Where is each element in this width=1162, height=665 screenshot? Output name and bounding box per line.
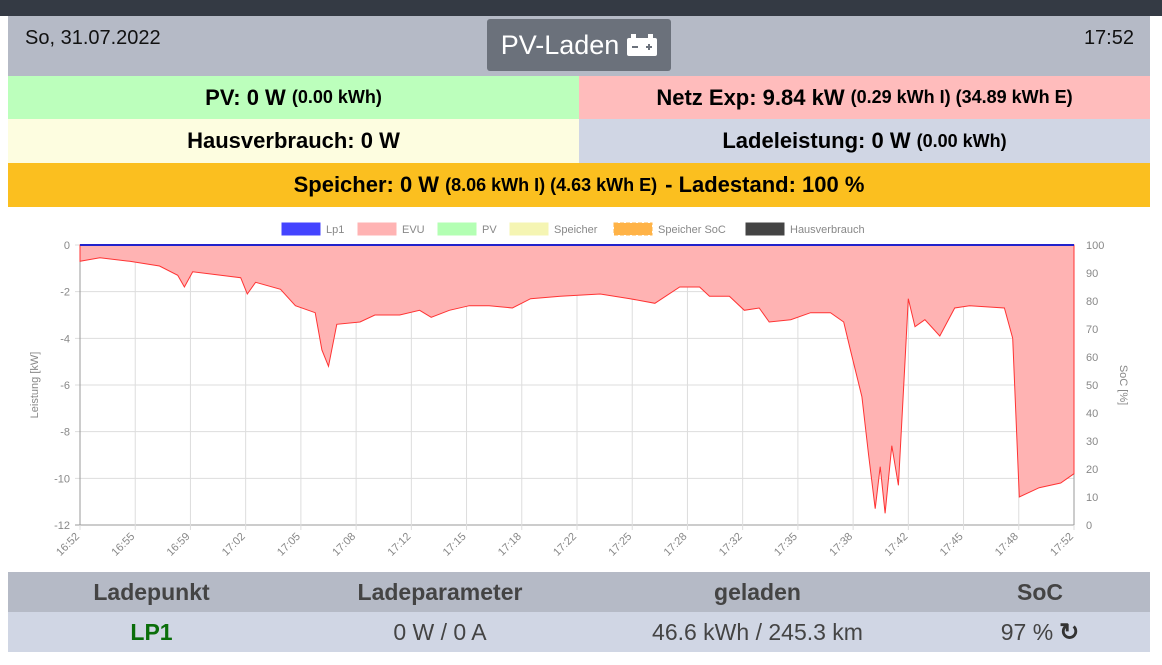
storage-status: Speicher: 0 W (8.06 kWh I) (4.63 kWh E) - … (8, 163, 1150, 207)
car-battery-icon (627, 34, 658, 56)
legend-label: Hausverbrauch (790, 224, 865, 236)
table-header: Ladepunkt Ladeparameter geladen SoC (8, 572, 1150, 612)
legend-label: Speicher SoC (658, 224, 726, 236)
x-tick-label: 17:42 (883, 531, 911, 559)
pv-status: PV: 0 W (0.00 kWh) (8, 76, 579, 119)
evu-series (79, 244, 1075, 514)
legend-swatch (281, 222, 321, 236)
y2-tick-label: 20 (1086, 464, 1098, 476)
charge-mode-button[interactable]: PV-Laden (487, 19, 671, 71)
legend-swatch (509, 222, 549, 236)
date: So, 31.07.2022 (25, 27, 161, 49)
legend-label: PV (482, 224, 497, 236)
x-tick-label: 17:12 (386, 531, 414, 559)
y-tick-label: -4 (60, 333, 70, 345)
y-tick-label: 0 (64, 240, 70, 252)
y2-tick-label: 90 (1086, 268, 1098, 280)
legend-swatch (613, 222, 653, 236)
y-tick-label: -10 (54, 473, 70, 485)
charge-energy: (0.00 kWh) (916, 130, 1007, 151)
x-tick-label: 17:28 (662, 531, 690, 559)
storage-energy: (8.06 kWh I) (4.63 kWh E) (445, 174, 658, 195)
y2-tick-label: 10 (1086, 492, 1098, 504)
top-bar (0, 0, 1162, 16)
y-tick-label: -2 (60, 287, 70, 299)
x-tick-label: 17:48 (993, 531, 1021, 559)
y2-tick-label: 0 (1086, 520, 1092, 532)
grid-energy: (0.29 kWh I) (34.89 kWh E) (850, 87, 1073, 107)
x-tick-label: 17:15 (441, 531, 469, 559)
grid-status: Netz Exp: 9.84 kW (0.29 kWh I) (34.89 kWh… (579, 76, 1150, 119)
col-geladen: geladen (714, 578, 801, 605)
legend-swatch (437, 222, 477, 236)
time: 17:52 (1083, 27, 1134, 49)
storage-soc: - Ladestand: 100 % (665, 172, 865, 197)
legend-swatch (357, 222, 397, 236)
lp-charged: 46.6 kWh / 245.3 km (652, 618, 863, 645)
x-tick-label: 17:38 (827, 531, 855, 559)
col-ladeparameter: Ladeparameter (357, 578, 523, 605)
y2-tick-label: 80 (1086, 296, 1098, 308)
x-tick-label: 17:05 (275, 531, 303, 559)
lp-param: 0 W / 0 A (393, 618, 487, 645)
y2-tick-label: 30 (1086, 436, 1098, 448)
refresh-icon[interactable]: ↻ (1059, 618, 1080, 646)
y-tick-label: -12 (54, 520, 70, 532)
x-tick-label: 16:55 (109, 531, 137, 559)
y2-tick-label: 50 (1086, 380, 1098, 392)
legend-label: Lp1 (326, 224, 344, 236)
pv-value: PV: 0 W (205, 84, 286, 110)
y2-tick-label: 100 (1086, 240, 1104, 252)
y-axis-label: Leistung [kW] (29, 352, 41, 419)
lp-soc: 97 % (1000, 618, 1054, 645)
y2-tick-label: 70 (1086, 324, 1098, 336)
y2-tick-label: 40 (1086, 408, 1098, 420)
house-value: Hausverbrauch: 0 W (187, 128, 400, 153)
x-tick-label: 17:22 (551, 531, 579, 559)
legend-swatch (745, 222, 785, 236)
legend-label: EVU (402, 224, 425, 236)
house-status: Hausverbrauch: 0 W (8, 119, 579, 163)
pv-energy: (0.00 kWh) (291, 87, 382, 107)
col-ladepunkt: Ladepunkt (93, 578, 210, 605)
table-row: LP1 0 W / 0 A 46.6 kWh / 245.3 km 97 % ↻ (8, 612, 1150, 652)
x-tick-label: 17:52 (1048, 531, 1076, 559)
x-tick-label: 17:02 (220, 531, 248, 559)
y2-axis-label: SoC [%] (1117, 365, 1129, 405)
x-tick-label: 16:52 (54, 531, 82, 559)
x-tick-label: 17:32 (717, 531, 745, 559)
charge-mode-label: PV-Laden (500, 29, 620, 60)
x-tick-label: 17:45 (938, 531, 966, 559)
charge-power-status: Ladeleistung: 0 W (0.00 kWh) (579, 119, 1150, 163)
power-chart: 0-2-4-6-8-10-12100908070605040302010016:… (29, 222, 1129, 559)
storage-value: Speicher: 0 W (293, 172, 440, 197)
x-tick-label: 17:25 (606, 531, 634, 559)
y2-tick-label: 60 (1086, 352, 1098, 364)
header: So, 31.07.2022 PV-Laden 17:52 (8, 16, 1150, 76)
charge-power-value: Ladeleistung: 0 W (722, 128, 911, 153)
x-tick-label: 17:18 (496, 531, 524, 559)
y-tick-label: -6 (60, 380, 70, 392)
y-tick-label: -8 (60, 427, 70, 439)
x-tick-label: 16:59 (165, 531, 193, 559)
x-tick-label: 17:08 (330, 531, 358, 559)
grid-value: Netz Exp: 9.84 kW (656, 84, 845, 110)
x-tick-label: 17:35 (772, 531, 800, 559)
legend-label: Speicher (554, 224, 598, 236)
lp-name[interactable]: LP1 (130, 618, 173, 645)
col-soc: SoC (1017, 578, 1063, 605)
